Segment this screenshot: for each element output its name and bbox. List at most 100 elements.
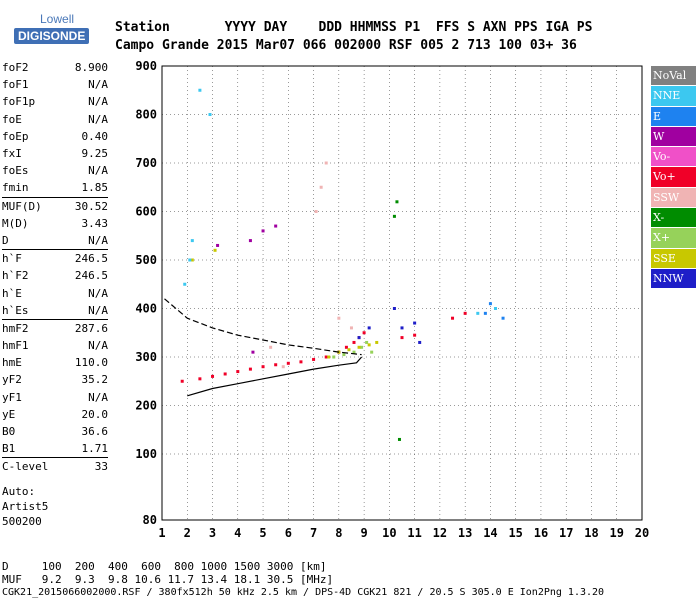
param-key: D xyxy=(2,233,9,247)
param-value: 20.0 xyxy=(81,407,109,421)
param-key: fmin xyxy=(2,181,29,195)
echo-point xyxy=(344,345,348,349)
footer-muf: MUF 9.2 9.3 9.8 10.6 11.7 13.4 18.1 30.5… xyxy=(2,573,334,586)
param-value: 246.5 xyxy=(74,252,108,266)
echo-point xyxy=(400,336,404,340)
param-separator xyxy=(2,318,108,320)
param-value: 0.40 xyxy=(81,129,109,143)
plot-frame xyxy=(161,65,643,521)
echo-point xyxy=(451,316,455,320)
echo-point xyxy=(362,331,366,335)
echo-point xyxy=(248,367,252,371)
param-row: yF2 35.2 xyxy=(2,371,108,388)
param-row: foF1p N/A xyxy=(2,93,108,110)
legend-item: Vo- xyxy=(651,147,696,167)
echo-point xyxy=(397,437,401,441)
param-key: h`E xyxy=(2,286,22,300)
param-value: N/A xyxy=(88,164,108,178)
echo-point xyxy=(501,316,505,320)
param-value: N/A xyxy=(88,339,108,353)
param-key: h`F2 xyxy=(2,269,29,283)
echo-point xyxy=(347,348,351,352)
echo-point xyxy=(357,336,361,340)
y-tick-label: 500 xyxy=(135,253,157,267)
echo-point xyxy=(208,113,212,116)
echo-point xyxy=(342,353,346,357)
echo-point xyxy=(375,340,379,344)
legend-item: W xyxy=(651,126,696,147)
echo-point xyxy=(413,321,417,325)
echo-point xyxy=(392,307,396,310)
param-key: MUF(D) xyxy=(2,199,42,213)
x-tick-label: 15 xyxy=(508,526,522,540)
legend: NoVal NNE E W Vo- Vo+ SSW X- X+ SSE NNW xyxy=(651,66,696,289)
legend-item: SSE xyxy=(651,248,696,268)
legend-item: Vo+ xyxy=(651,167,696,187)
param-row: foEs N/A xyxy=(2,162,108,179)
digisonde-logo: Lowell DIGISONDE xyxy=(4,6,90,46)
param-value: N/A xyxy=(88,286,108,300)
param-value: 35.2 xyxy=(81,373,109,387)
legend-item: NoVal xyxy=(651,66,696,86)
legend-item: X- xyxy=(651,208,696,228)
echo-point xyxy=(261,229,265,233)
echo-point xyxy=(493,307,497,310)
param-key: M(D) xyxy=(2,216,29,230)
echo-point xyxy=(365,340,369,344)
legend-item: SSW xyxy=(651,187,696,208)
legend-item: X+ xyxy=(651,228,696,248)
param-key: B0 xyxy=(2,425,16,439)
x-tick-label: 18 xyxy=(584,526,598,540)
param-value: 30.52 xyxy=(74,199,108,213)
param-row: M(D) 3.43 xyxy=(2,215,108,232)
param-row: foE N/A xyxy=(2,111,108,128)
param-row: B0 36.6 xyxy=(2,423,108,440)
param-row: h`Es N/A xyxy=(2,302,108,319)
param-key: hmF2 xyxy=(2,321,29,335)
param-row: C-level 33 xyxy=(2,458,108,475)
x-tick-label: 3 xyxy=(209,526,216,540)
x-tick-label: 19 xyxy=(610,526,624,540)
x-tick-label: 9 xyxy=(360,526,367,540)
param-value: N/A xyxy=(88,303,108,317)
param-value: 246.5 xyxy=(74,269,108,283)
param-value: 1.71 xyxy=(81,442,109,456)
x-tick-label: 11 xyxy=(407,526,421,540)
param-row: foF1 N/A xyxy=(2,76,108,93)
footer-distance: D 100 200 400 600 800 1000 1500 3000 [km… xyxy=(2,560,327,573)
legend-item: NNE xyxy=(651,86,696,106)
x-tick-label: 6 xyxy=(285,526,292,540)
param-row: hmF1 N/A xyxy=(2,337,108,354)
echo-point xyxy=(190,239,194,243)
echo-point xyxy=(286,361,290,365)
echo-point xyxy=(370,350,374,354)
param-value: N/A xyxy=(88,390,108,404)
echo-point xyxy=(476,311,480,315)
y-tick-label: 400 xyxy=(135,302,157,316)
param-value: 36.6 xyxy=(81,425,109,439)
param-key: hmE xyxy=(2,356,22,370)
logo-bottom-text: DIGISONDE xyxy=(14,28,90,44)
echo-point xyxy=(299,360,303,364)
param-row: foF2 8.900 xyxy=(2,59,108,76)
auto-label: Auto: xyxy=(2,485,36,498)
echo-point xyxy=(349,326,353,330)
legend-item: NNW xyxy=(651,268,696,289)
echo-point xyxy=(327,355,331,359)
param-value: 1.85 xyxy=(81,181,109,195)
y-tick-label: 200 xyxy=(135,399,157,413)
echo-point xyxy=(367,343,371,347)
echo-point xyxy=(395,200,399,204)
param-key: foEs xyxy=(2,164,29,178)
param-value: 9.25 xyxy=(81,147,109,161)
logo-top-text: Lowell xyxy=(40,12,75,26)
param-row: h`E N/A xyxy=(2,284,108,301)
param-value: 110.0 xyxy=(74,356,108,370)
echo-point xyxy=(180,379,184,383)
echo-point xyxy=(488,302,492,306)
x-tick-label: 20 xyxy=(635,526,649,540)
echo-point xyxy=(332,355,336,359)
echo-point xyxy=(319,185,323,189)
param-value: 33 xyxy=(94,460,108,474)
legend-item: E xyxy=(651,106,696,126)
